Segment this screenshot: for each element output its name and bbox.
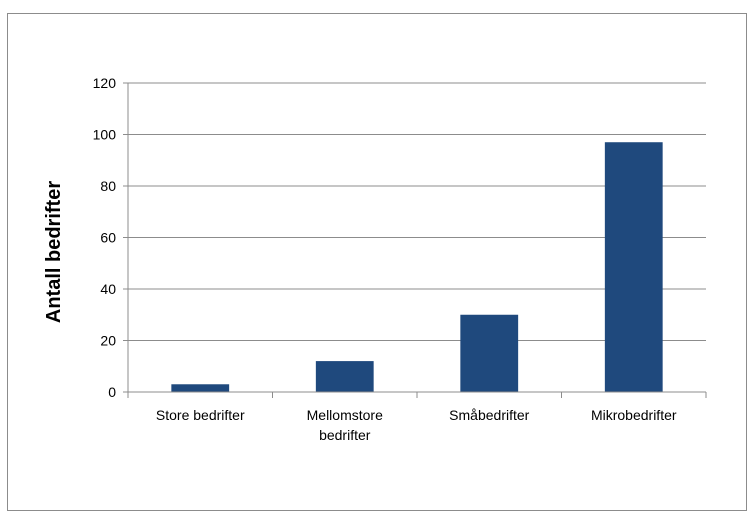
x-category-label: Mellomstore bedrifter <box>307 407 383 443</box>
y-tick-labels: 0 20 40 60 80 100 120 <box>93 75 117 400</box>
y-tick-label: 40 <box>100 281 116 297</box>
x-category-labels: Store bedrifter Mellomstore bedrifter Småbe… <box>156 407 677 443</box>
bar-1 <box>171 384 230 392</box>
y-tick-label: 60 <box>100 230 116 246</box>
y-tick-label: 120 <box>93 75 117 91</box>
y-tick-label: 20 <box>100 333 116 349</box>
bars <box>171 142 663 392</box>
bar-2 <box>315 361 374 392</box>
y-tick-label: 80 <box>100 178 116 194</box>
x-category-label: Småbedrifter <box>449 407 529 423</box>
bar-3 <box>460 314 519 392</box>
y-axis-title: Antall bedrifter <box>43 181 65 323</box>
axes <box>123 82 707 398</box>
x-category-label: Mikrobedrifter <box>591 407 677 423</box>
bar-4 <box>604 142 663 392</box>
x-category-label: Store bedrifter <box>156 407 245 423</box>
y-tick-label: 0 <box>108 384 116 400</box>
y-tick-label: 100 <box>93 127 117 143</box>
